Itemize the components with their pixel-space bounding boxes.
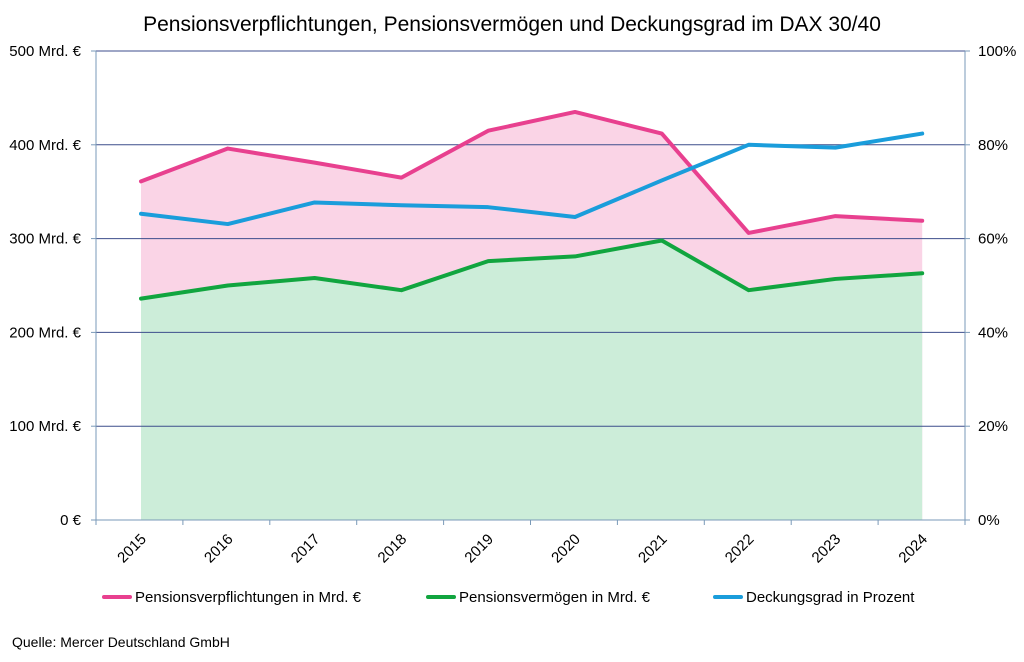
- x-tick-label: 2015: [114, 531, 150, 567]
- y-left-tick-label: 0 €: [60, 512, 82, 529]
- area-series-1: [141, 240, 923, 520]
- y-left-tick-label: 500 Mrd. €: [9, 43, 81, 60]
- legend-label-1: Pensionsvermögen in Mrd. €: [459, 589, 651, 606]
- y-left-tick-label: 200 Mrd. €: [9, 324, 81, 341]
- x-tick-label: 2017: [288, 531, 324, 567]
- y-left-tick-label: 300 Mrd. €: [9, 231, 81, 248]
- series-line-0: [139, 109, 925, 235]
- x-tick-label: 2024: [895, 531, 931, 567]
- x-tick-label: 2020: [548, 531, 584, 567]
- y-right-tick-label: 100%: [978, 43, 1016, 60]
- x-tick-label: 2022: [722, 531, 758, 567]
- series-line-2: [139, 131, 925, 227]
- source-note: Quelle: Mercer Deutschland GmbH: [12, 634, 230, 650]
- y-right-tick-label: 80%: [978, 137, 1008, 154]
- x-tick-label: 2023: [809, 531, 845, 567]
- series-line-1: [139, 238, 925, 301]
- y-right-tick-label: 60%: [978, 231, 1008, 248]
- x-tick-label: 2016: [201, 531, 237, 567]
- x-tick-label: 2018: [375, 531, 411, 567]
- y-right-tick-label: 20%: [978, 418, 1008, 435]
- y-right-tick-label: 40%: [978, 324, 1008, 341]
- x-tick-label: 2019: [461, 531, 497, 567]
- y-left-tick-label: 400 Mrd. €: [9, 137, 81, 154]
- y-right-tick-label: 0%: [978, 512, 1000, 529]
- chart-title: Pensionsverpflichtungen, Pensionsvermöge…: [143, 13, 881, 36]
- legend-label-0: Pensionsverpflichtungen in Mrd. €: [135, 589, 362, 606]
- legend-label-2: Deckungsgrad in Prozent: [746, 589, 915, 606]
- x-tick-label: 2021: [635, 531, 671, 567]
- y-left-tick-label: 100 Mrd. €: [9, 418, 81, 435]
